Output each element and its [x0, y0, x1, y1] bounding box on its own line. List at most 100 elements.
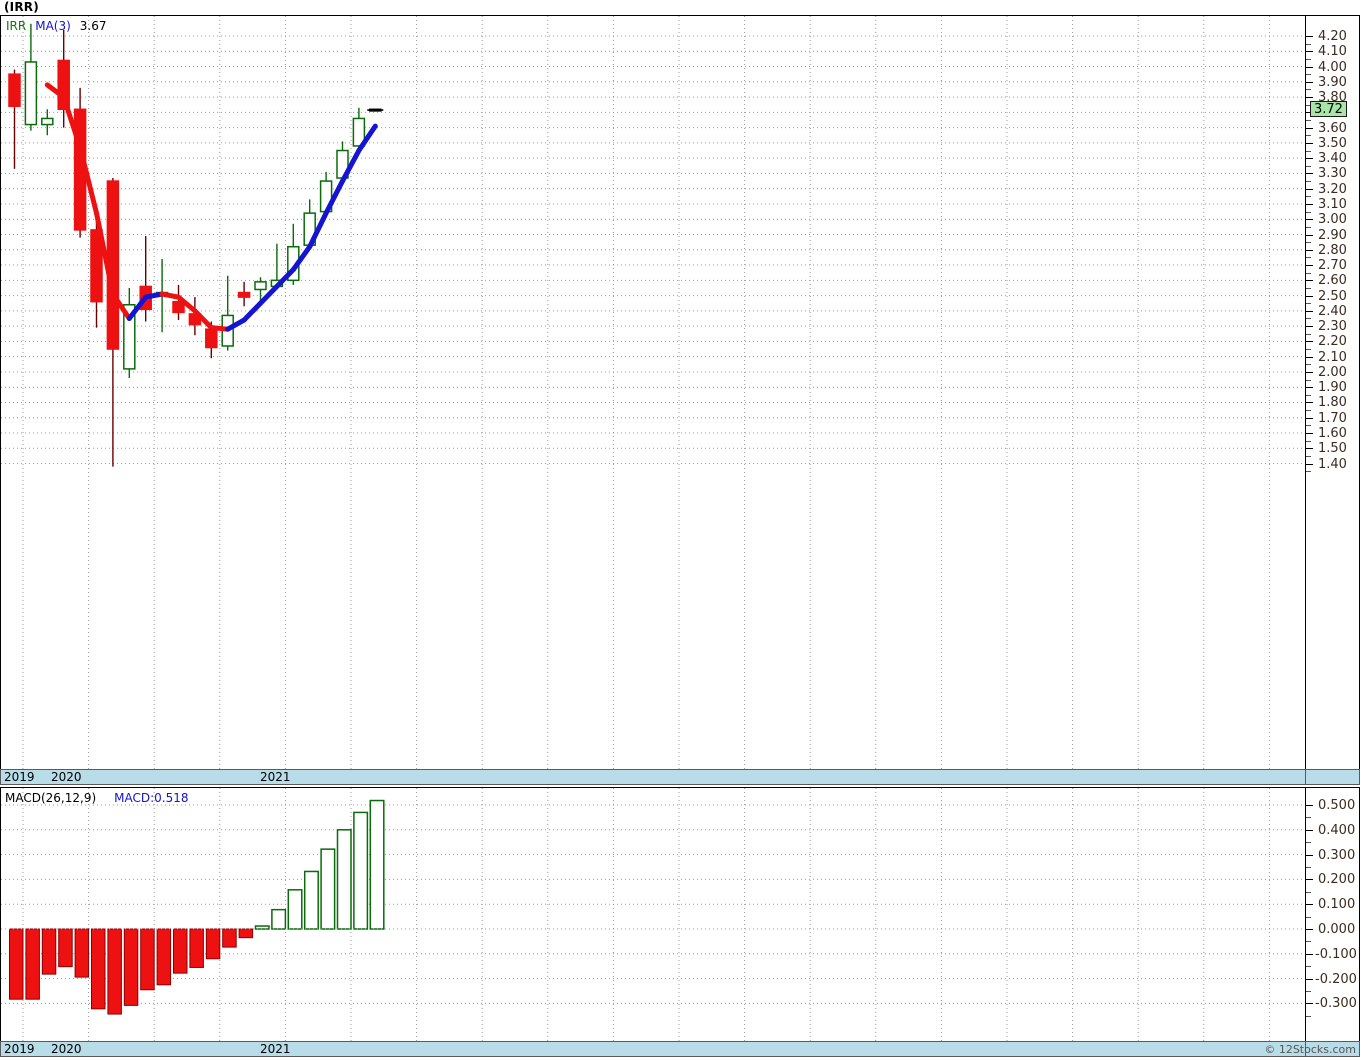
- macd-histogram-bar: [123, 928, 139, 1006]
- price-axis-minor-tick: [1306, 58, 1311, 60]
- candle-body: [24, 61, 38, 126]
- price-axis-minor-tick: [1306, 287, 1311, 289]
- price-axis-minor-tick: [1306, 150, 1311, 152]
- macd-axis-tick-label: 0.100: [1318, 897, 1356, 913]
- macd-axis-tick-label: 0.200: [1318, 872, 1356, 888]
- price-axis-minor-tick: [1306, 333, 1311, 335]
- candlestick: [172, 284, 185, 321]
- macd-axis-tick-mark: [1306, 953, 1313, 955]
- price-axis-minor-tick: [1306, 303, 1311, 305]
- price-axis-tick-mark: [1306, 326, 1313, 328]
- price-axis-tick-mark: [1306, 158, 1313, 160]
- price-axis-tick-label: 4.00: [1318, 59, 1347, 75]
- macd-axis-tick-mark: [1306, 978, 1313, 980]
- price-axis-tick-mark: [1306, 66, 1313, 68]
- macd-histogram-bar: [238, 928, 254, 939]
- price-axis-tick-mark: [1306, 234, 1313, 236]
- macd-value: MACD:0.518: [114, 791, 189, 805]
- macd-histogram-bar: [369, 799, 385, 930]
- price-axis-minor-tick: [1306, 226, 1311, 228]
- macd-plot: [1, 788, 1305, 1042]
- price-axis-tick-mark: [1306, 402, 1313, 404]
- macd-params: MACD(26,12,9): [5, 791, 97, 805]
- price-axis-tick-mark: [1306, 433, 1313, 435]
- watermark: © 12Stocks.com: [1264, 1043, 1356, 1056]
- price-axis-minor-tick: [1306, 272, 1311, 274]
- ma3-segment: [241, 300, 263, 323]
- macd-histogram-bar: [9, 928, 24, 1000]
- price-axis-tick-label: 3.20: [1318, 181, 1347, 197]
- macd-axis-minor-tick: [1306, 867, 1311, 868]
- macd-legend: MACD(26,12,9) MACD:0.518: [5, 791, 189, 805]
- macd-x-axis-band: 2019 2020 2021: [0, 1041, 1306, 1057]
- price-x-axis-corner: [1306, 769, 1360, 785]
- price-axis-tick-mark: [1306, 417, 1313, 419]
- price-axis-tick-label: 3.00: [1318, 212, 1347, 228]
- candlestick: [123, 287, 136, 379]
- candlestick: [352, 107, 366, 151]
- price-axis-tick-label: 3.90: [1318, 74, 1347, 90]
- macd-axis-minor-tick: [1306, 941, 1311, 943]
- price-axis-tick-mark: [1306, 249, 1313, 251]
- candlestick: [221, 275, 234, 351]
- candle-body: [205, 328, 218, 349]
- price-axis-tick-label: 3.80: [1318, 90, 1347, 106]
- macd-y-axis: 0.500 0.400 0.300 0.200 0.100 0.000 -0.100 -0.2…: [1306, 787, 1360, 1043]
- price-axis-tick-mark: [1306, 448, 1313, 450]
- price-axis-minor-tick: [1306, 119, 1311, 121]
- price-axis-tick-mark: [1306, 463, 1313, 465]
- price-axis-tick-mark: [1306, 51, 1313, 53]
- macd-histogram-bar: [205, 928, 221, 960]
- price-axis-tick-label: 2.40: [1318, 303, 1347, 319]
- price-axis-minor-tick: [1306, 257, 1311, 259]
- price-axis-tick-label: 1.60: [1318, 426, 1347, 442]
- price-axis-tick-label: 4.10: [1318, 44, 1347, 60]
- price-axis-tick-mark: [1306, 142, 1313, 144]
- ma3-segment: [192, 308, 214, 331]
- ma3-segment: [44, 82, 67, 100]
- candlestick: [24, 23, 38, 131]
- macd-axis-tick-mark: [1306, 805, 1313, 806]
- price-axis-minor-tick: [1306, 135, 1311, 137]
- price-x-tick-label: 2021: [260, 770, 291, 784]
- legend-ma-label: MA(3): [35, 19, 71, 33]
- price-axis-tick-label: 1.40: [1318, 456, 1347, 472]
- macd-histogram-bar: [91, 928, 106, 1010]
- price-axis-tick-label: 2.20: [1318, 334, 1347, 350]
- price-axis-tick-label: 3.40: [1318, 151, 1347, 167]
- candlestick: [367, 108, 384, 112]
- price-x-tick-label: 2020: [51, 770, 82, 784]
- macd-axis-tick-label: 0.000: [1318, 922, 1356, 937]
- price-axis-minor-tick: [1306, 181, 1311, 183]
- price-y-axis: 4.204.104.003.903.803.703.603.503.403.30…: [1306, 15, 1360, 770]
- legend-symbol: IRR: [6, 19, 27, 33]
- price-axis-tick-mark: [1306, 371, 1313, 373]
- macd-histogram-bar: [74, 928, 90, 978]
- price-axis-minor-tick: [1306, 440, 1311, 442]
- price-axis-tick-mark: [1306, 97, 1313, 99]
- ma3-segment: [176, 294, 198, 314]
- candlestick: [57, 29, 70, 128]
- candle-body: [237, 291, 251, 298]
- macd-histogram-bar: [58, 928, 73, 968]
- price-axis-tick-label: 1.70: [1318, 410, 1347, 426]
- price-axis-minor-tick: [1306, 425, 1311, 427]
- candlestick: [139, 236, 152, 322]
- macd-axis-minor-tick: [1306, 991, 1311, 992]
- macd-axis-minor-tick: [1306, 842, 1311, 844]
- ma3-segment: [159, 291, 181, 300]
- candlestick: [8, 69, 21, 169]
- macd-histogram-bar: [271, 908, 287, 930]
- price-axis-tick-mark: [1306, 127, 1313, 129]
- macd-axis-minor-tick: [1306, 1015, 1311, 1017]
- macd-axis-tick-label: 0.400: [1318, 822, 1356, 838]
- macd-axis-minor-tick: [1306, 966, 1311, 968]
- macd-axis-tick-mark: [1306, 1003, 1313, 1005]
- price-axis-tick-label: 2.30: [1318, 319, 1347, 335]
- price-chart-panel: IRR MA(3) 3.67: [0, 15, 1306, 770]
- macd-axis-tick-mark: [1306, 904, 1313, 906]
- ma3-segment: [307, 210, 329, 250]
- macd-axis-tick-mark: [1306, 829, 1313, 831]
- ma3-segment: [290, 244, 313, 273]
